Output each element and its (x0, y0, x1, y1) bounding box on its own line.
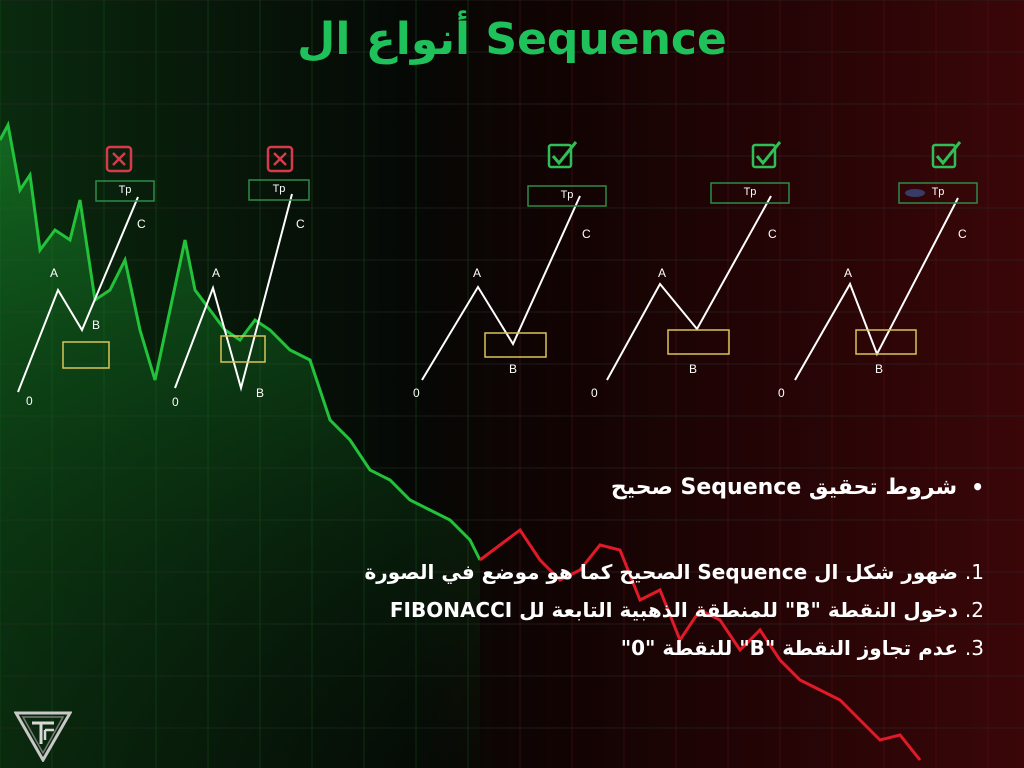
b-zone-box (855, 329, 917, 355)
pattern-2 (174, 145, 310, 392)
conditions-heading: • شروط تحقيق Sequence صحيح (284, 474, 984, 503)
check-box-icon (751, 141, 782, 169)
point-label-c: C (296, 217, 305, 231)
point-label-b: B (92, 318, 101, 332)
x-box-icon (105, 145, 133, 173)
point-label-c: C (958, 227, 967, 241)
point-label-b: B (689, 362, 698, 376)
condition-text: ضهور شكل ال Sequence الصحيح كما هو موضع … (364, 559, 958, 584)
point-label-zero: 0 (413, 386, 420, 400)
condition-text: دخول النقطة "B" للمنطقة الذهبية التابعة … (389, 597, 958, 622)
b-zone-box (484, 332, 547, 358)
point-label-a: A (473, 266, 482, 280)
point-label-c: C (768, 227, 777, 241)
b-zone-box (220, 335, 266, 363)
condition-number: 2. (964, 597, 984, 622)
red-trend-line (479, 527, 922, 761)
point-label-a: A (212, 266, 221, 280)
tf-triangle-logo-icon (14, 711, 72, 762)
condition-text: عدم تجاوز النقطة "B" للنقطة "0" (620, 635, 958, 660)
condition-item: 3. عدم تجاوز النقطة "B" للنقطة "0" (284, 629, 984, 667)
point-label-a: A (50, 266, 59, 280)
point-label-b: B (509, 362, 518, 376)
conditions-list: 1. ضهور شكل ال Sequence الصحيح كما هو موض… (284, 553, 984, 667)
pattern-3 (421, 141, 607, 381)
conditions-section: • شروط تحقيق Sequence صحيح 1. ضهور شكل ال … (284, 474, 984, 667)
point-label-zero: 0 (778, 386, 785, 400)
tp-label: Tp (118, 184, 132, 196)
tp-box (95, 180, 155, 202)
check-box-icon (931, 141, 962, 169)
condition-number: 3. (964, 635, 984, 660)
pattern-5 (794, 141, 978, 381)
tp-box (527, 185, 607, 207)
point-label-a: A (658, 266, 667, 280)
tp-box (898, 182, 978, 204)
point-label-b: B (875, 362, 884, 376)
check-box-icon (547, 141, 578, 169)
tp-box (248, 179, 310, 201)
bullet-icon: • (971, 475, 984, 499)
condition-item: 2. دخول النقطة "B" للمنطقة الذهبية التابع… (284, 591, 984, 629)
point-label-zero: 0 (26, 394, 33, 408)
b-zone-box (62, 341, 110, 369)
green-trend-fill (0, 125, 480, 768)
tp-label: Tp (272, 183, 286, 195)
point-label-c: C (137, 217, 146, 231)
condition-number: 1. (964, 559, 984, 584)
b-zone-box (667, 329, 730, 355)
tp-label: Tp (743, 186, 757, 198)
conditions-heading-text: شروط تحقيق Sequence صحيح (610, 475, 958, 500)
green-trend-line (0, 120, 482, 561)
point-label-b: B (256, 386, 265, 400)
point-label-a: A (844, 266, 853, 280)
tp-label: Tp (560, 189, 574, 201)
page-title: أنواع ال Sequence (297, 14, 727, 65)
x-box-icon (266, 145, 294, 173)
pattern-4 (606, 141, 790, 381)
condition-item: 1. ضهور شكل ال Sequence الصحيح كما هو موض… (284, 553, 984, 591)
tp-box (710, 182, 790, 204)
point-label-c: C (582, 227, 591, 241)
point-label-zero: 0 (172, 395, 179, 409)
point-label-zero: 0 (591, 386, 598, 400)
tp-label: Tp (931, 186, 945, 198)
pattern-1 (17, 145, 155, 393)
